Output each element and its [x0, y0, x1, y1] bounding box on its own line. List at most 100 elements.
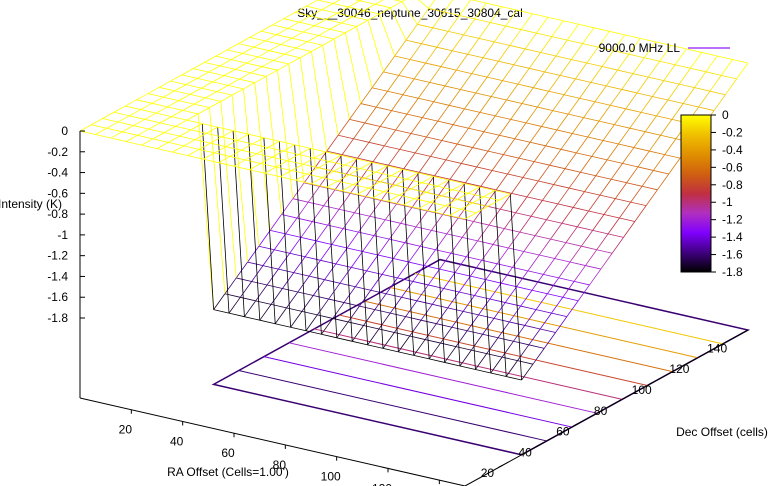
surface-mesh-line	[390, 1, 403, 9]
surface-mesh-line	[79, 124, 92, 132]
surface-mesh-line	[250, 66, 263, 74]
surface-mesh-line	[421, 182, 438, 187]
surface-mesh-line	[233, 159, 246, 167]
surface-mesh-line	[418, 156, 431, 173]
surface-mesh-line	[406, 178, 423, 184]
surface-mesh-line	[148, 122, 161, 130]
surface-mesh-line	[110, 137, 127, 142]
surface-mesh-line	[447, 291, 460, 309]
surface-mesh-line	[305, 330, 322, 335]
surface-mesh-line	[553, 184, 570, 189]
surface-mesh-line	[387, 194, 400, 202]
surface-mesh-line	[402, 78, 415, 95]
surface-mesh-line	[566, 24, 579, 41]
surface-mesh-line	[375, 171, 392, 177]
surface-mesh-line	[137, 134, 154, 140]
surface-mesh-line	[385, 219, 401, 224]
surface-mesh-line	[478, 314, 495, 319]
surface-mesh-line	[295, 173, 308, 181]
surface-mesh-line	[525, 48, 541, 53]
surface-mesh-line	[505, 360, 518, 377]
surface-mesh-line	[507, 173, 524, 178]
surface-mesh-line	[518, 142, 531, 159]
surface-mesh-line	[415, 210, 428, 228]
surface-mesh-line	[487, 150, 504, 156]
surface-mesh-line	[441, 195, 457, 200]
surface-mesh-line	[418, 97, 434, 103]
surface-mesh-line	[660, 119, 673, 136]
surface-mesh-line	[670, 45, 687, 50]
surface-mesh-line	[286, 307, 303, 312]
surface-mesh-line	[709, 90, 726, 96]
surface-mesh-line	[611, 237, 624, 254]
surface-mesh-line	[537, 164, 550, 182]
surface-mesh-line	[508, 247, 524, 252]
surface-mesh-line	[643, 41, 656, 58]
surface-mesh-line	[588, 194, 601, 212]
surface-mesh-line	[137, 128, 150, 136]
surface-mesh-line	[409, 319, 422, 337]
surface-mesh-line	[217, 126, 234, 132]
surface-mesh-line	[360, 103, 377, 108]
surface-mesh-line	[357, 193, 373, 199]
surface-mesh-line	[550, 223, 563, 240]
surface-mesh-line	[364, 122, 381, 127]
surface-mesh-line	[286, 291, 299, 309]
surface-mesh-line	[641, 185, 658, 191]
surface-mesh-line	[194, 139, 211, 144]
surface-mesh-line	[479, 186, 495, 191]
surface-mesh-line	[264, 172, 281, 178]
surface-mesh-line	[199, 149, 215, 154]
surface-mesh-line	[583, 117, 600, 122]
surface-mesh-line	[698, 90, 711, 108]
surface-mesh-line	[308, 201, 324, 207]
surface-mesh-line	[425, 46, 438, 64]
surface-mesh-line	[547, 277, 560, 294]
surface-mesh-line	[479, 111, 496, 117]
surface-mesh-line	[332, 0, 341, 4]
surface-mesh-line	[209, 107, 226, 294]
surface-mesh-line	[122, 131, 138, 136]
surface-mesh-line	[428, 8, 445, 13]
surface-mesh-line	[352, 340, 368, 346]
surface-mesh-line	[400, 222, 417, 228]
surface-mesh-line	[475, 353, 488, 370]
surface-mesh-line	[541, 126, 557, 131]
surface-mesh-line	[426, 120, 439, 138]
surface-mesh-line	[210, 136, 222, 144]
surface-mesh-line	[167, 106, 183, 111]
surface-mesh-line	[168, 135, 180, 143]
surface-mesh-line	[577, 226, 593, 231]
surface-mesh-line	[256, 147, 269, 155]
surface-mesh-line	[291, 170, 308, 175]
surface-mesh-line	[427, 268, 440, 286]
surface-mesh-line	[463, 183, 476, 370]
surface-mesh-line	[538, 180, 554, 185]
surface-mesh-line	[310, 177, 323, 185]
surface-mesh-line	[242, 53, 259, 58]
surface-mesh-line	[417, 172, 430, 359]
surface-mesh-line	[352, 10, 365, 18]
surface-mesh-line	[720, 59, 733, 76]
surface-mesh-line	[432, 303, 448, 309]
surface-mesh-line	[491, 96, 507, 101]
surface-mesh-line	[663, 64, 676, 81]
surface-mesh-line	[640, 37, 656, 43]
surface-mesh-line	[405, 39, 422, 45]
surface-mesh-line	[448, 179, 465, 184]
surface-mesh-line	[569, 245, 582, 263]
surface-mesh-line	[232, 130, 249, 135]
surface-mesh-line	[475, 92, 492, 97]
surface-mesh-line	[372, 161, 389, 166]
surface-mesh-line	[509, 45, 526, 50]
surface-mesh-line	[235, 62, 247, 70]
surface-mesh-line	[492, 170, 508, 175]
surface-mesh-line	[513, 64, 530, 69]
surface-mesh-line	[391, 94, 404, 111]
surface-mesh-line	[458, 217, 474, 222]
surface-mesh-line	[432, 11, 445, 29]
surface-mesh-line	[258, 230, 271, 247]
surface-mesh-line	[618, 143, 634, 148]
surface-mesh-line	[489, 298, 506, 303]
surface-mesh-line	[494, 190, 507, 377]
